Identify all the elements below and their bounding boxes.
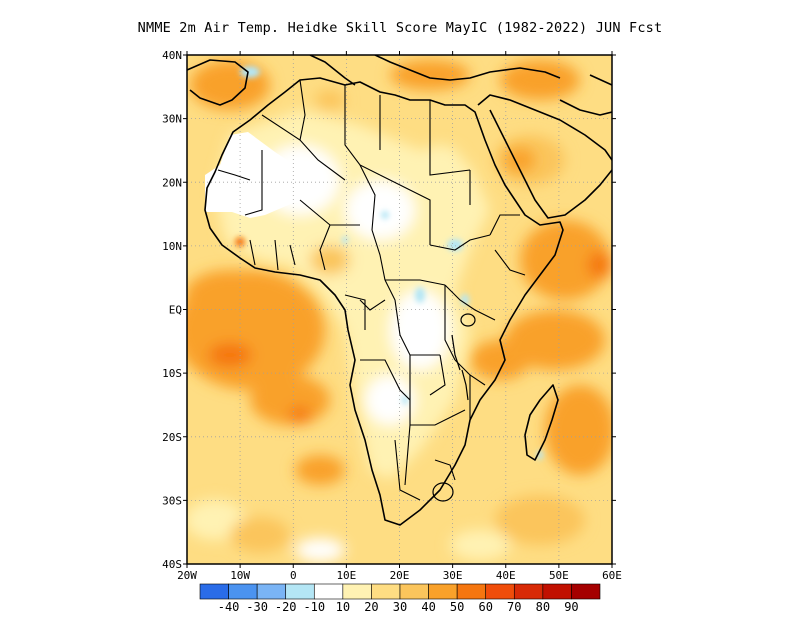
lat-tick-label: 40N (162, 49, 182, 62)
graticule (187, 55, 612, 564)
colorbar-label: -20 (275, 600, 297, 614)
colorbar-swatch (228, 583, 258, 600)
lon-tick-label: 20W (177, 569, 197, 582)
lat-tick-label: 10S (162, 367, 182, 380)
lakes (432, 313, 476, 502)
lon-tick-label: 50E (549, 569, 569, 582)
colorbar-label: 40 (421, 600, 435, 614)
lat-tick-label: 10N (162, 240, 182, 253)
colorbar-swatch (485, 583, 515, 600)
colorbar-swatch (571, 583, 601, 600)
lon-tick-label: 40E (496, 569, 516, 582)
colorbar-label: 30 (393, 600, 407, 614)
colorbar-swatch (371, 583, 401, 600)
colorbar-swatch (285, 583, 315, 600)
missing-data-area (205, 132, 305, 218)
colorbar-swatch (399, 583, 429, 600)
lat-tick-label: 20N (162, 176, 182, 189)
colorbar-swatch (256, 583, 287, 600)
colorbar-swatch (342, 583, 372, 600)
colorbar-swatch (513, 583, 544, 600)
lat-tick-label: 40S (162, 558, 182, 571)
lat-tick-label: 20S (162, 431, 182, 444)
lat-tick-label: EQ (169, 304, 182, 317)
colorbar-label: 20 (364, 600, 378, 614)
lon-tick-label: 0 (290, 569, 297, 582)
colorbar-label: 90 (564, 600, 578, 614)
colorbar-label: 80 (536, 600, 550, 614)
colorbar-label: 70 (507, 600, 521, 614)
country-borders (217, 79, 526, 501)
lat-tick-label: 30S (162, 494, 182, 507)
colorbar-label: -40 (218, 600, 240, 614)
tick-marks (183, 51, 616, 568)
colorbar (199, 583, 601, 600)
colorbar-swatch (456, 583, 487, 600)
lon-tick-labels: 20W 10W 0 10E 20E 30E 40E 50E 60E (177, 569, 622, 582)
lon-tick-label: 20E (390, 569, 410, 582)
colorbar-swatch (542, 583, 572, 600)
lat-tick-label: 30N (162, 113, 182, 126)
colorbar-label: 10 (336, 600, 350, 614)
lon-tick-label: 10E (336, 569, 356, 582)
map-field (187, 55, 612, 564)
colorbar-label: 60 (478, 600, 492, 614)
colorbar-swatch (428, 583, 458, 600)
lat-tick-labels: 40N 30N 20N 10N EQ 10S 20S 30S 40S (162, 49, 182, 571)
colorbar-swatch (313, 583, 344, 600)
colorbar-label: -30 (246, 600, 268, 614)
lon-tick-label: 60E (602, 569, 622, 582)
colorbar-label: 50 (450, 600, 464, 614)
colorbar-labels: -40 -30 -20 -10 10 20 30 40 50 60 70 80 90 (218, 600, 579, 614)
colorbar-swatch (199, 583, 229, 600)
colorbar-label: -10 (303, 600, 325, 614)
lon-tick-label: 10W (230, 569, 250, 582)
coastlines (187, 55, 612, 526)
lon-tick-label: 30E (443, 569, 463, 582)
chart-title: NMME 2m Air Temp. Heidke Skill Score May… (137, 20, 663, 36)
